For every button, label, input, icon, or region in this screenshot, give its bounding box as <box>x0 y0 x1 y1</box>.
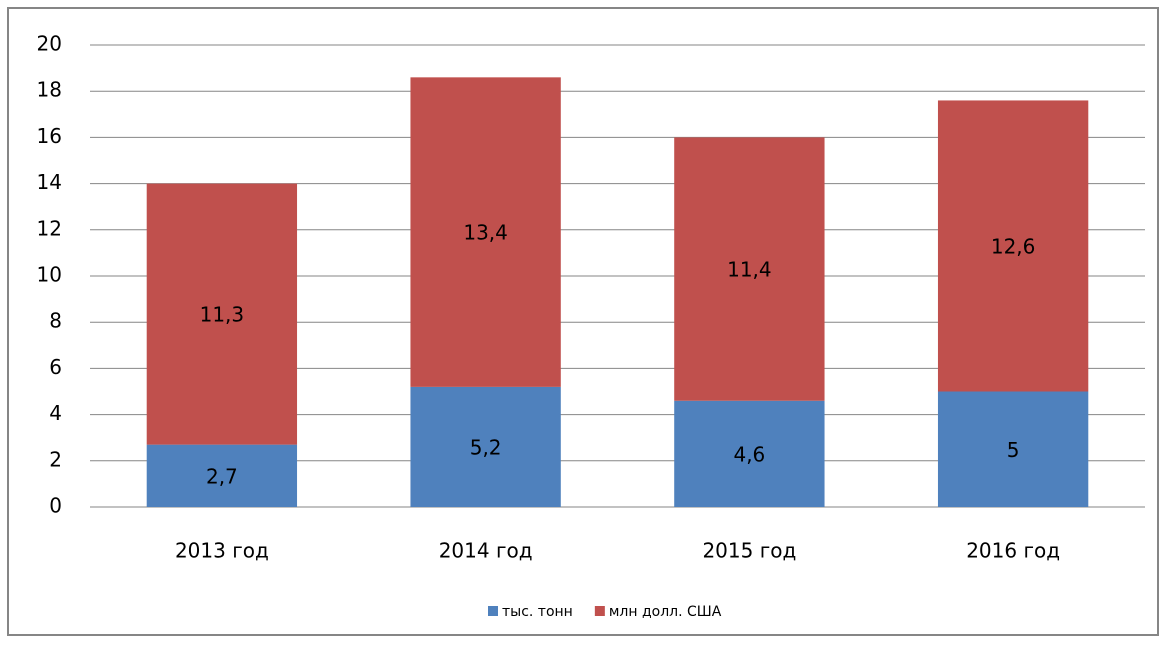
legend: тыс. тонн млн долл. США <box>488 604 722 620</box>
bar-segment <box>410 77 561 387</box>
x-tick-label: 2016 год <box>966 539 1060 563</box>
data-label: 11,4 <box>727 258 772 282</box>
y-tick-label: 2 <box>49 447 62 471</box>
data-label: 5 <box>1007 438 1020 462</box>
x-tick-label: 2015 год <box>702 539 796 563</box>
data-label: 4,6 <box>733 442 765 466</box>
bar-segment <box>146 183 298 445</box>
data-label: 11,3 <box>200 303 245 327</box>
bar-segment <box>146 444 298 507</box>
x-tick-label: 2013 год <box>175 539 269 563</box>
y-tick-label: 8 <box>49 309 62 333</box>
bar-segment <box>937 100 1089 392</box>
y-tick-label: 14 <box>37 170 62 194</box>
y-tick-label: 4 <box>49 401 62 425</box>
y-tick-label: 0 <box>49 494 62 518</box>
x-tick-label: 2014 год <box>439 539 533 563</box>
legend-label: млн долл. США <box>609 604 722 620</box>
bar-segment <box>937 391 1089 507</box>
y-tick-label: 10 <box>37 263 62 287</box>
y-tick-label: 18 <box>37 78 62 102</box>
y-tick-label: 6 <box>49 355 62 379</box>
legend-label: тыс. тонн <box>502 604 573 620</box>
bar-segment <box>674 137 825 401</box>
legend-swatch <box>488 606 498 616</box>
data-label: 5,2 <box>470 435 502 459</box>
data-label: 13,4 <box>463 221 508 245</box>
y-tick-label: 12 <box>37 216 62 240</box>
legend-swatch <box>594 606 605 616</box>
bar-segment <box>410 386 561 507</box>
data-label: 12,6 <box>991 234 1036 258</box>
y-tick-label: 20 <box>37 32 62 56</box>
data-label: 2,7 <box>206 464 238 488</box>
y-tick-label: 16 <box>37 124 62 148</box>
bar-segment <box>674 400 825 507</box>
